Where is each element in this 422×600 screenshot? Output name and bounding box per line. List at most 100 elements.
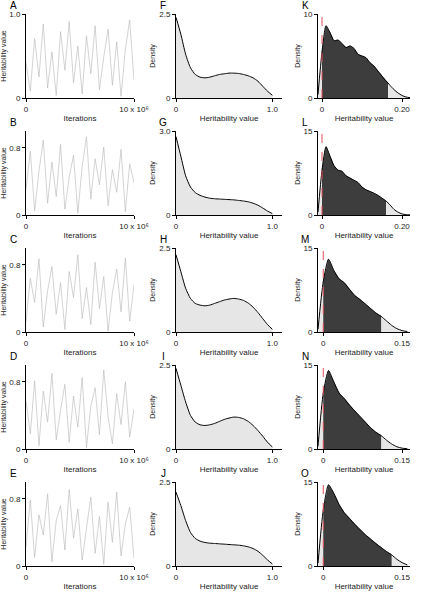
svg-text:0.8: 0.8	[9, 261, 21, 270]
svg-text:Density: Density	[294, 161, 302, 185]
svg-text:Heritability value: Heritability value	[200, 231, 259, 240]
svg-text:K: K	[302, 0, 309, 11]
svg-text:0: 0	[174, 222, 179, 231]
svg-text:Iterations: Iterations	[64, 465, 97, 474]
svg-text:0.15: 0.15	[394, 339, 410, 348]
svg-text:0.20: 0.20	[394, 105, 410, 114]
svg-text:0: 0	[166, 445, 171, 454]
svg-text:2.5: 2.5	[159, 244, 171, 253]
svg-text:Density: Density	[149, 512, 157, 536]
svg-text:Heritability value: Heritability value	[200, 465, 259, 474]
svg-text:Heritability value: Heritability value	[335, 231, 394, 240]
svg-text:G: G	[159, 117, 167, 128]
svg-text:15: 15	[303, 244, 312, 253]
svg-text:N: N	[302, 351, 309, 362]
svg-text:0: 0	[308, 328, 313, 337]
svg-text:Density: Density	[294, 512, 302, 536]
svg-text:1.0: 1.0	[267, 339, 279, 348]
svg-text:Heritability value: Heritability value	[200, 348, 259, 357]
svg-text:2.5: 2.5	[159, 361, 171, 370]
svg-text:0: 0	[24, 339, 29, 348]
svg-text:Density: Density	[149, 44, 157, 68]
svg-text:Density: Density	[294, 395, 302, 419]
svg-text:Density: Density	[149, 161, 157, 185]
svg-text:0: 0	[321, 573, 326, 582]
svg-text:0: 0	[308, 562, 313, 571]
svg-text:H: H	[160, 234, 167, 245]
svg-text:Heritability value: Heritability value	[0, 498, 8, 549]
svg-text:Heritability value: Heritability value	[0, 147, 8, 198]
svg-text:2.5: 2.5	[159, 478, 171, 487]
svg-text:10: 10	[303, 10, 312, 19]
svg-text:L: L	[302, 117, 308, 128]
svg-text:Iterations: Iterations	[64, 231, 97, 240]
svg-text:0: 0	[308, 94, 313, 103]
svg-text:I: I	[162, 351, 165, 362]
svg-text:1.0: 1.0	[9, 10, 21, 19]
svg-text:0.8: 0.8	[9, 144, 21, 153]
svg-text:Density: Density	[294, 44, 302, 68]
svg-text:0: 0	[321, 339, 326, 348]
svg-text:Density: Density	[149, 278, 157, 302]
svg-text:Density: Density	[294, 278, 302, 302]
svg-text:C: C	[10, 234, 17, 245]
svg-text:Heritability value: Heritability value	[335, 465, 394, 474]
svg-text:15: 15	[303, 478, 312, 487]
svg-text:0.20: 0.20	[394, 222, 410, 231]
svg-text:0: 0	[174, 339, 179, 348]
svg-text:1.0: 1.0	[267, 222, 279, 231]
svg-text:0: 0	[24, 222, 29, 231]
svg-text:3.0: 3.0	[159, 127, 171, 136]
svg-text:0: 0	[24, 573, 29, 582]
svg-text:0: 0	[16, 328, 21, 337]
svg-text:Heritability value: Heritability value	[200, 582, 259, 591]
svg-text:2.5: 2.5	[159, 10, 171, 19]
svg-text:0: 0	[16, 211, 21, 220]
svg-text:10 x 10⁶: 10 x 10⁶	[119, 222, 149, 231]
svg-text:Heritability value: Heritability value	[0, 30, 8, 81]
svg-text:Heritability value: Heritability value	[335, 114, 394, 123]
svg-text:J: J	[161, 468, 166, 479]
svg-text:0: 0	[308, 211, 313, 220]
svg-text:15: 15	[303, 361, 312, 370]
svg-text:1.0: 1.0	[267, 456, 279, 465]
svg-text:0: 0	[166, 211, 171, 220]
svg-text:Iterations: Iterations	[64, 114, 97, 123]
svg-text:O: O	[301, 468, 309, 479]
svg-text:Heritability value: Heritability value	[200, 114, 259, 123]
svg-text:0: 0	[166, 94, 171, 103]
svg-text:1.0: 1.0	[267, 105, 279, 114]
svg-text:Heritability value: Heritability value	[0, 264, 8, 315]
svg-text:Heritability value: Heritability value	[0, 381, 8, 432]
svg-text:Iterations: Iterations	[64, 348, 97, 357]
svg-text:0: 0	[166, 562, 171, 571]
svg-text:0.15: 0.15	[394, 573, 410, 582]
svg-text:0: 0	[16, 94, 21, 103]
svg-text:0.8: 0.8	[9, 495, 21, 504]
svg-text:0: 0	[174, 105, 179, 114]
svg-text:0: 0	[321, 456, 326, 465]
svg-text:A: A	[10, 0, 17, 11]
svg-text:10 x 10⁶: 10 x 10⁶	[119, 456, 149, 465]
svg-text:Density: Density	[149, 395, 157, 419]
svg-text:10 x 10⁶: 10 x 10⁶	[119, 573, 149, 582]
svg-text:10 x 10⁶: 10 x 10⁶	[119, 105, 149, 114]
svg-text:0: 0	[320, 222, 325, 231]
svg-text:0: 0	[24, 456, 29, 465]
svg-text:Heritability value: Heritability value	[335, 582, 394, 591]
svg-text:0: 0	[308, 445, 313, 454]
svg-text:0.15: 0.15	[394, 456, 410, 465]
svg-text:0: 0	[174, 456, 179, 465]
svg-text:0: 0	[16, 445, 21, 454]
svg-text:0: 0	[166, 328, 171, 337]
svg-text:0.8: 0.8	[9, 378, 21, 387]
svg-text:0: 0	[16, 562, 21, 571]
svg-text:Iterations: Iterations	[64, 582, 97, 591]
svg-text:0: 0	[320, 105, 325, 114]
svg-text:0: 0	[174, 573, 179, 582]
svg-text:B: B	[10, 117, 17, 128]
svg-text:D: D	[10, 351, 17, 362]
svg-text:Heritability value: Heritability value	[335, 348, 394, 357]
svg-text:0: 0	[24, 105, 29, 114]
svg-text:E: E	[10, 468, 17, 479]
